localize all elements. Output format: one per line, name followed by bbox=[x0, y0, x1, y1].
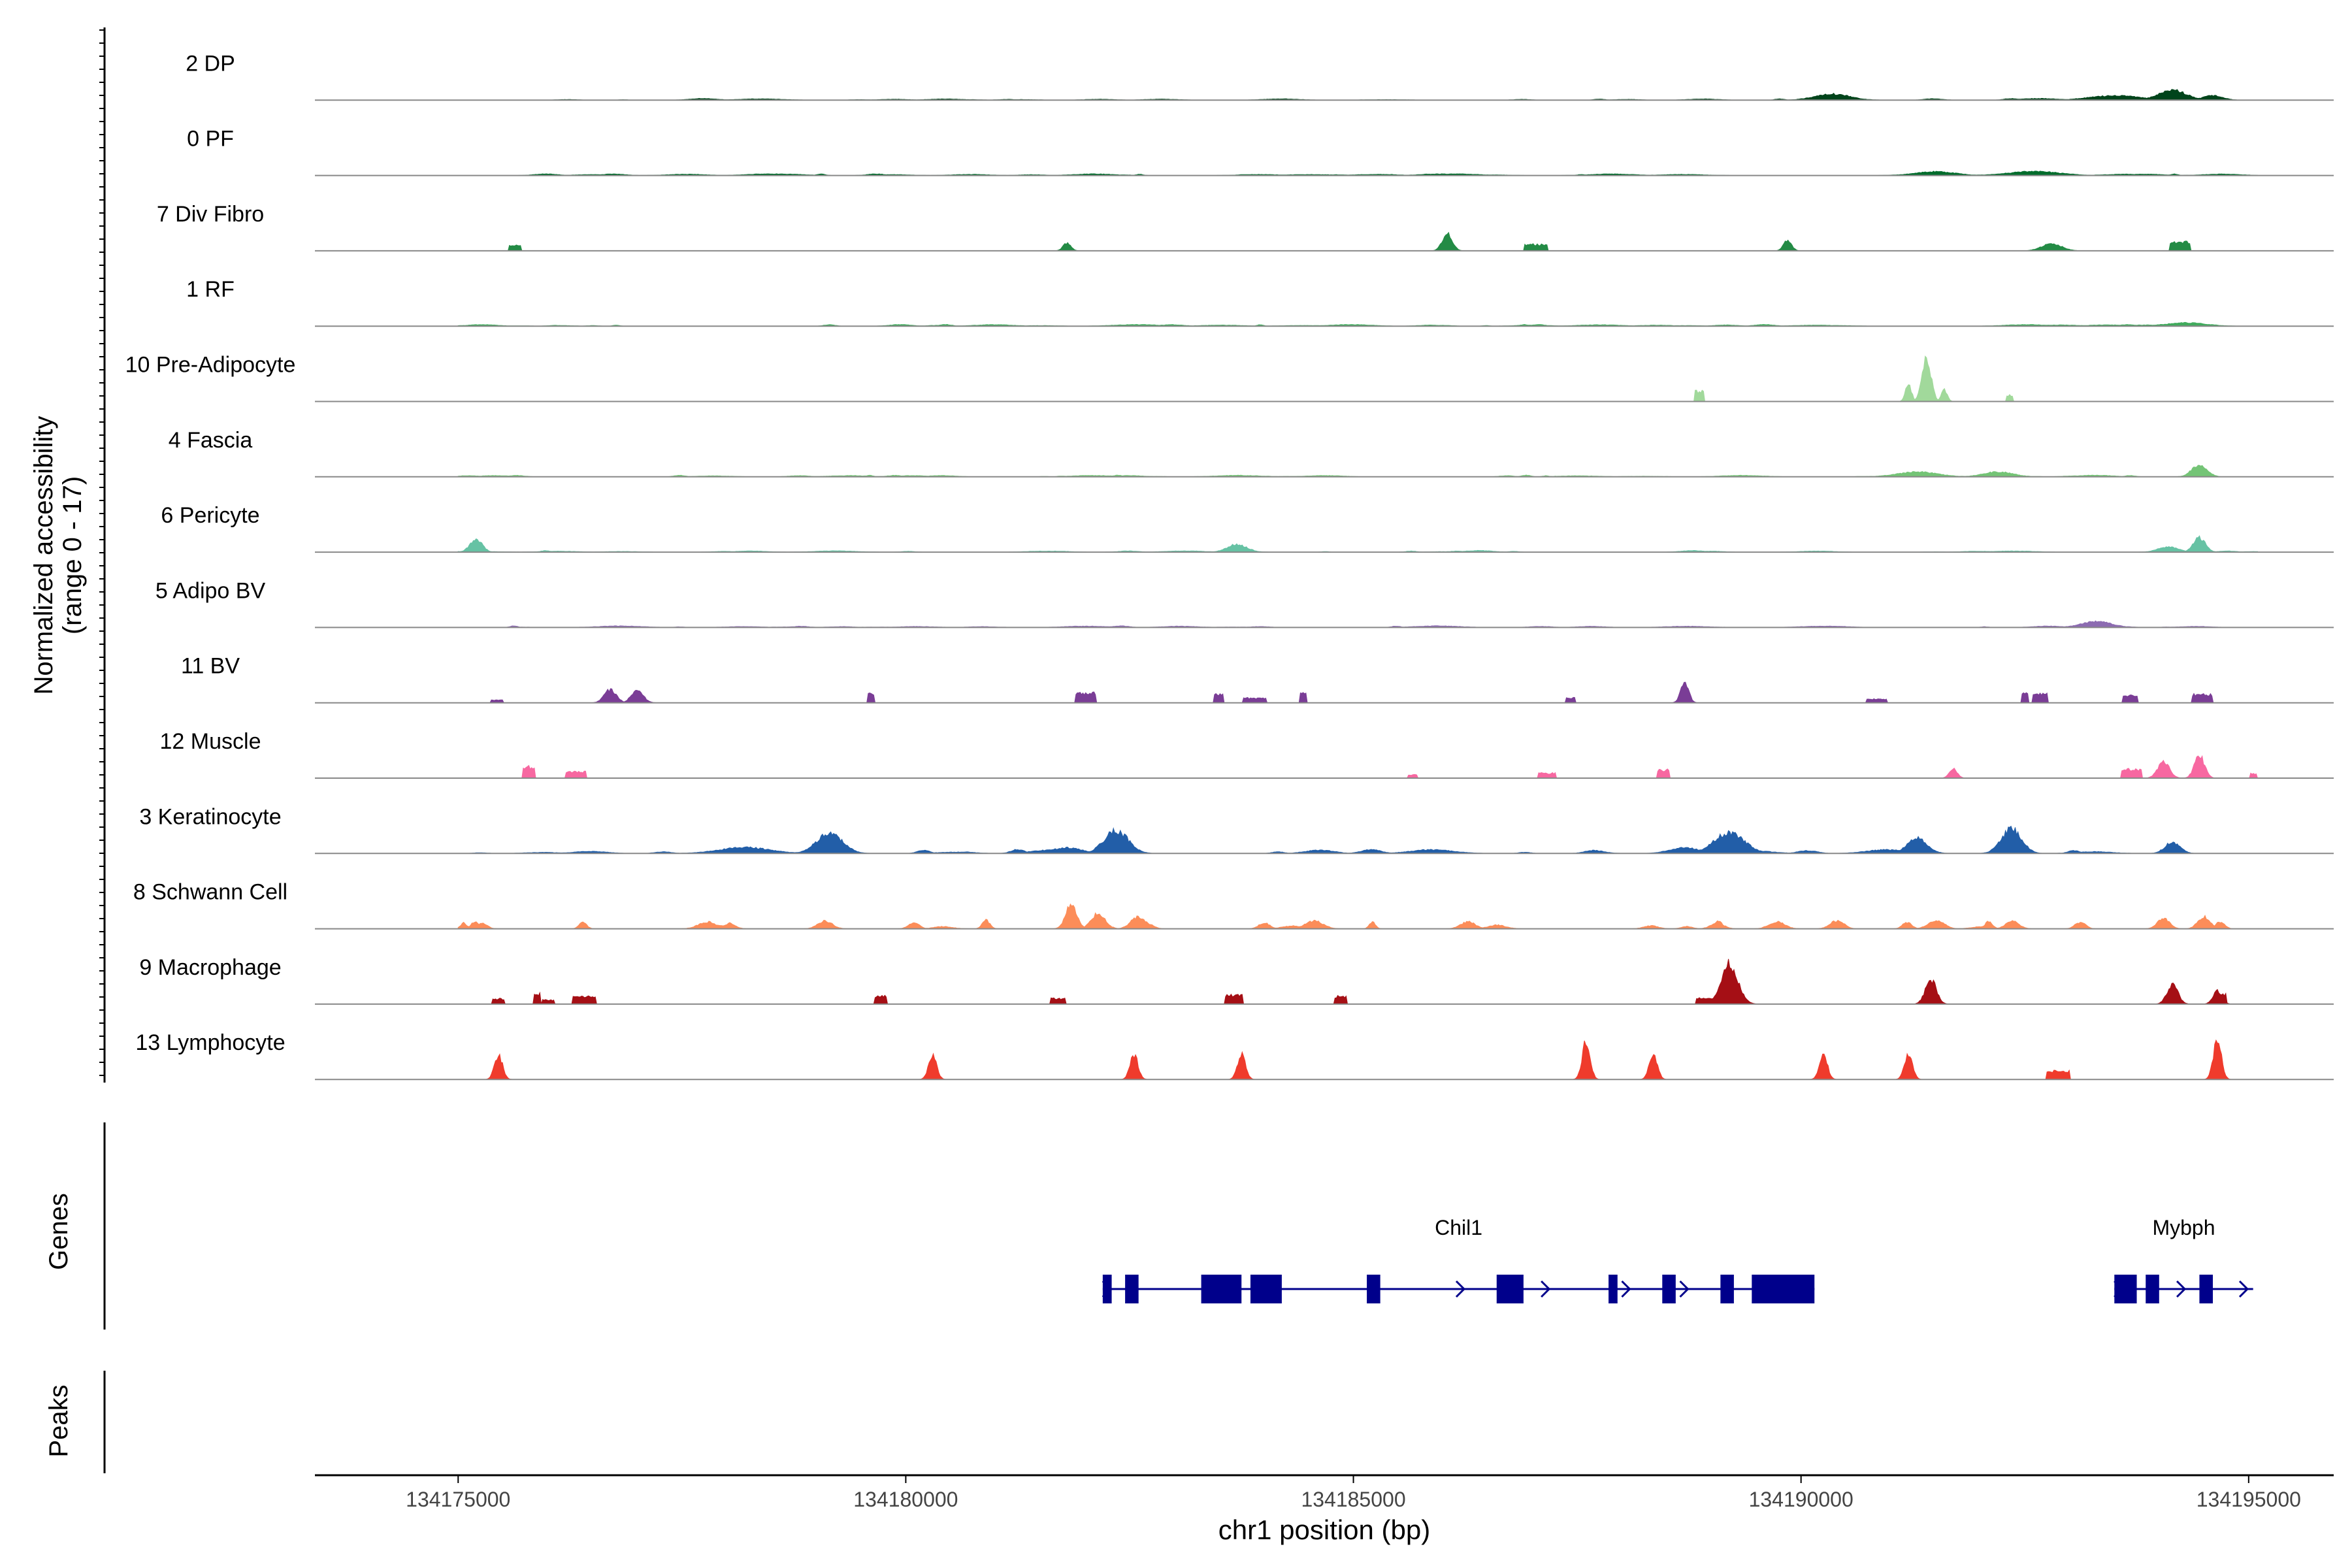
gene-label: Chil1 bbox=[1435, 1216, 1482, 1239]
track: 11 BV bbox=[181, 654, 2334, 704]
gene-exon bbox=[1752, 1275, 1815, 1303]
coverage-area bbox=[457, 465, 2258, 478]
strand-arrow bbox=[2176, 1280, 2187, 1298]
track: 2 DP bbox=[186, 51, 2334, 101]
track-label: 5 Adipo BV bbox=[155, 578, 266, 603]
gene-exon bbox=[1250, 1275, 1282, 1303]
strand-arrow bbox=[2114, 1280, 2124, 1298]
gene-exon bbox=[1102, 1275, 1112, 1303]
gene-exon bbox=[1367, 1275, 1380, 1303]
coverage-area bbox=[457, 535, 2258, 553]
track-label: 9 Macrophage bbox=[139, 955, 281, 980]
track: 4 Fascia bbox=[169, 428, 2334, 478]
track: 5 Adipo BV bbox=[155, 578, 2334, 629]
track-label: 2 DP bbox=[186, 51, 235, 76]
track-label: 12 Muscle bbox=[160, 729, 261, 754]
coverage-area bbox=[458, 825, 2258, 854]
x-tick-label: 134190000 bbox=[1749, 1488, 1854, 1511]
track: 9 Macrophage bbox=[139, 955, 2334, 1005]
track-label: 0 PF bbox=[187, 127, 234, 152]
y-axis-title-line2: (range 0 - 17) bbox=[58, 476, 87, 634]
track-label: 13 Lymphocyte bbox=[135, 1030, 285, 1055]
track-label: 8 Schwann Cell bbox=[133, 880, 287, 905]
genes-panel: Chil1 Mybph bbox=[103, 1122, 2253, 1330]
left-track-axis bbox=[99, 27, 106, 1083]
coverage-area bbox=[457, 903, 2258, 930]
strand-arrow bbox=[1679, 1280, 1690, 1298]
track: 7 Div Fibro bbox=[157, 202, 2334, 252]
track-label: 4 Fascia bbox=[169, 428, 253, 453]
coverage-area bbox=[458, 89, 2258, 101]
x-axis: 134175000 134180000 134185000 134190000 1341… bbox=[315, 1474, 2334, 1511]
track: 12 Muscle bbox=[160, 729, 2334, 779]
gene-exon bbox=[1125, 1275, 1139, 1303]
track-label: 11 BV bbox=[181, 654, 240, 679]
gene-exon bbox=[1662, 1275, 1676, 1303]
gene-exon bbox=[2146, 1275, 2159, 1303]
coverage-area bbox=[458, 1039, 2258, 1080]
track-label: 7 Div Fibro bbox=[157, 202, 264, 227]
gene-exon bbox=[2199, 1275, 2213, 1303]
coverage-area bbox=[458, 755, 2259, 779]
strand-arrow bbox=[1455, 1280, 1466, 1298]
x-tick-label: 134195000 bbox=[2197, 1488, 2301, 1511]
coverage-area bbox=[458, 171, 2258, 176]
strand-arrow bbox=[1621, 1280, 1631, 1298]
strand-arrow bbox=[1102, 1280, 1112, 1298]
coverage-tracks: 2 DP 0 PF 7 Div Fibro 1 RF 10 Pre-Adipocyte 4… bbox=[125, 51, 2334, 1081]
track: 13 Lymphocyte bbox=[135, 1030, 2334, 1081]
gene: Chil1 bbox=[1102, 1216, 1815, 1303]
y-axis-title-line1: Normalized accessibility bbox=[29, 416, 58, 695]
track-label: 1 RF bbox=[186, 277, 235, 302]
x-tick-label: 134180000 bbox=[853, 1488, 958, 1511]
coverage-area bbox=[458, 958, 2258, 1005]
gene: Mybph bbox=[2114, 1216, 2253, 1303]
coverage-area bbox=[458, 355, 2258, 402]
coverage-area bbox=[458, 681, 2258, 704]
track-label: 6 Pericyte bbox=[161, 503, 259, 528]
strand-arrow bbox=[1541, 1280, 1551, 1298]
track-label: 10 Pre-Adipocyte bbox=[125, 353, 296, 378]
coverage-area bbox=[458, 620, 2258, 628]
track: 3 Keratinocyte bbox=[139, 804, 2334, 855]
gene-exon bbox=[2114, 1275, 2137, 1303]
peaks-panel-label: Peaks bbox=[44, 1384, 73, 1457]
track-label: 3 Keratinocyte bbox=[139, 804, 281, 829]
strand-arrow bbox=[2238, 1280, 2249, 1298]
x-tick-label: 134175000 bbox=[406, 1488, 510, 1511]
track: 6 Pericyte bbox=[161, 503, 2334, 553]
x-axis-title: chr1 position (bp) bbox=[1218, 1514, 1431, 1545]
gene-exon bbox=[1201, 1275, 1242, 1303]
x-tick-label: 134185000 bbox=[1301, 1488, 1405, 1511]
track: 10 Pre-Adipocyte bbox=[125, 353, 2334, 402]
gene-exon bbox=[1609, 1275, 1618, 1303]
track: 0 PF bbox=[187, 127, 2334, 176]
track: 8 Schwann Cell bbox=[133, 880, 2334, 930]
gene-label: Mybph bbox=[2152, 1216, 2215, 1239]
gene-exon bbox=[1496, 1275, 1524, 1303]
track: 1 RF bbox=[186, 277, 2334, 327]
gene-exon bbox=[1720, 1275, 1734, 1303]
coverage-area bbox=[458, 231, 2258, 252]
genes-panel-label: Genes bbox=[44, 1193, 73, 1270]
